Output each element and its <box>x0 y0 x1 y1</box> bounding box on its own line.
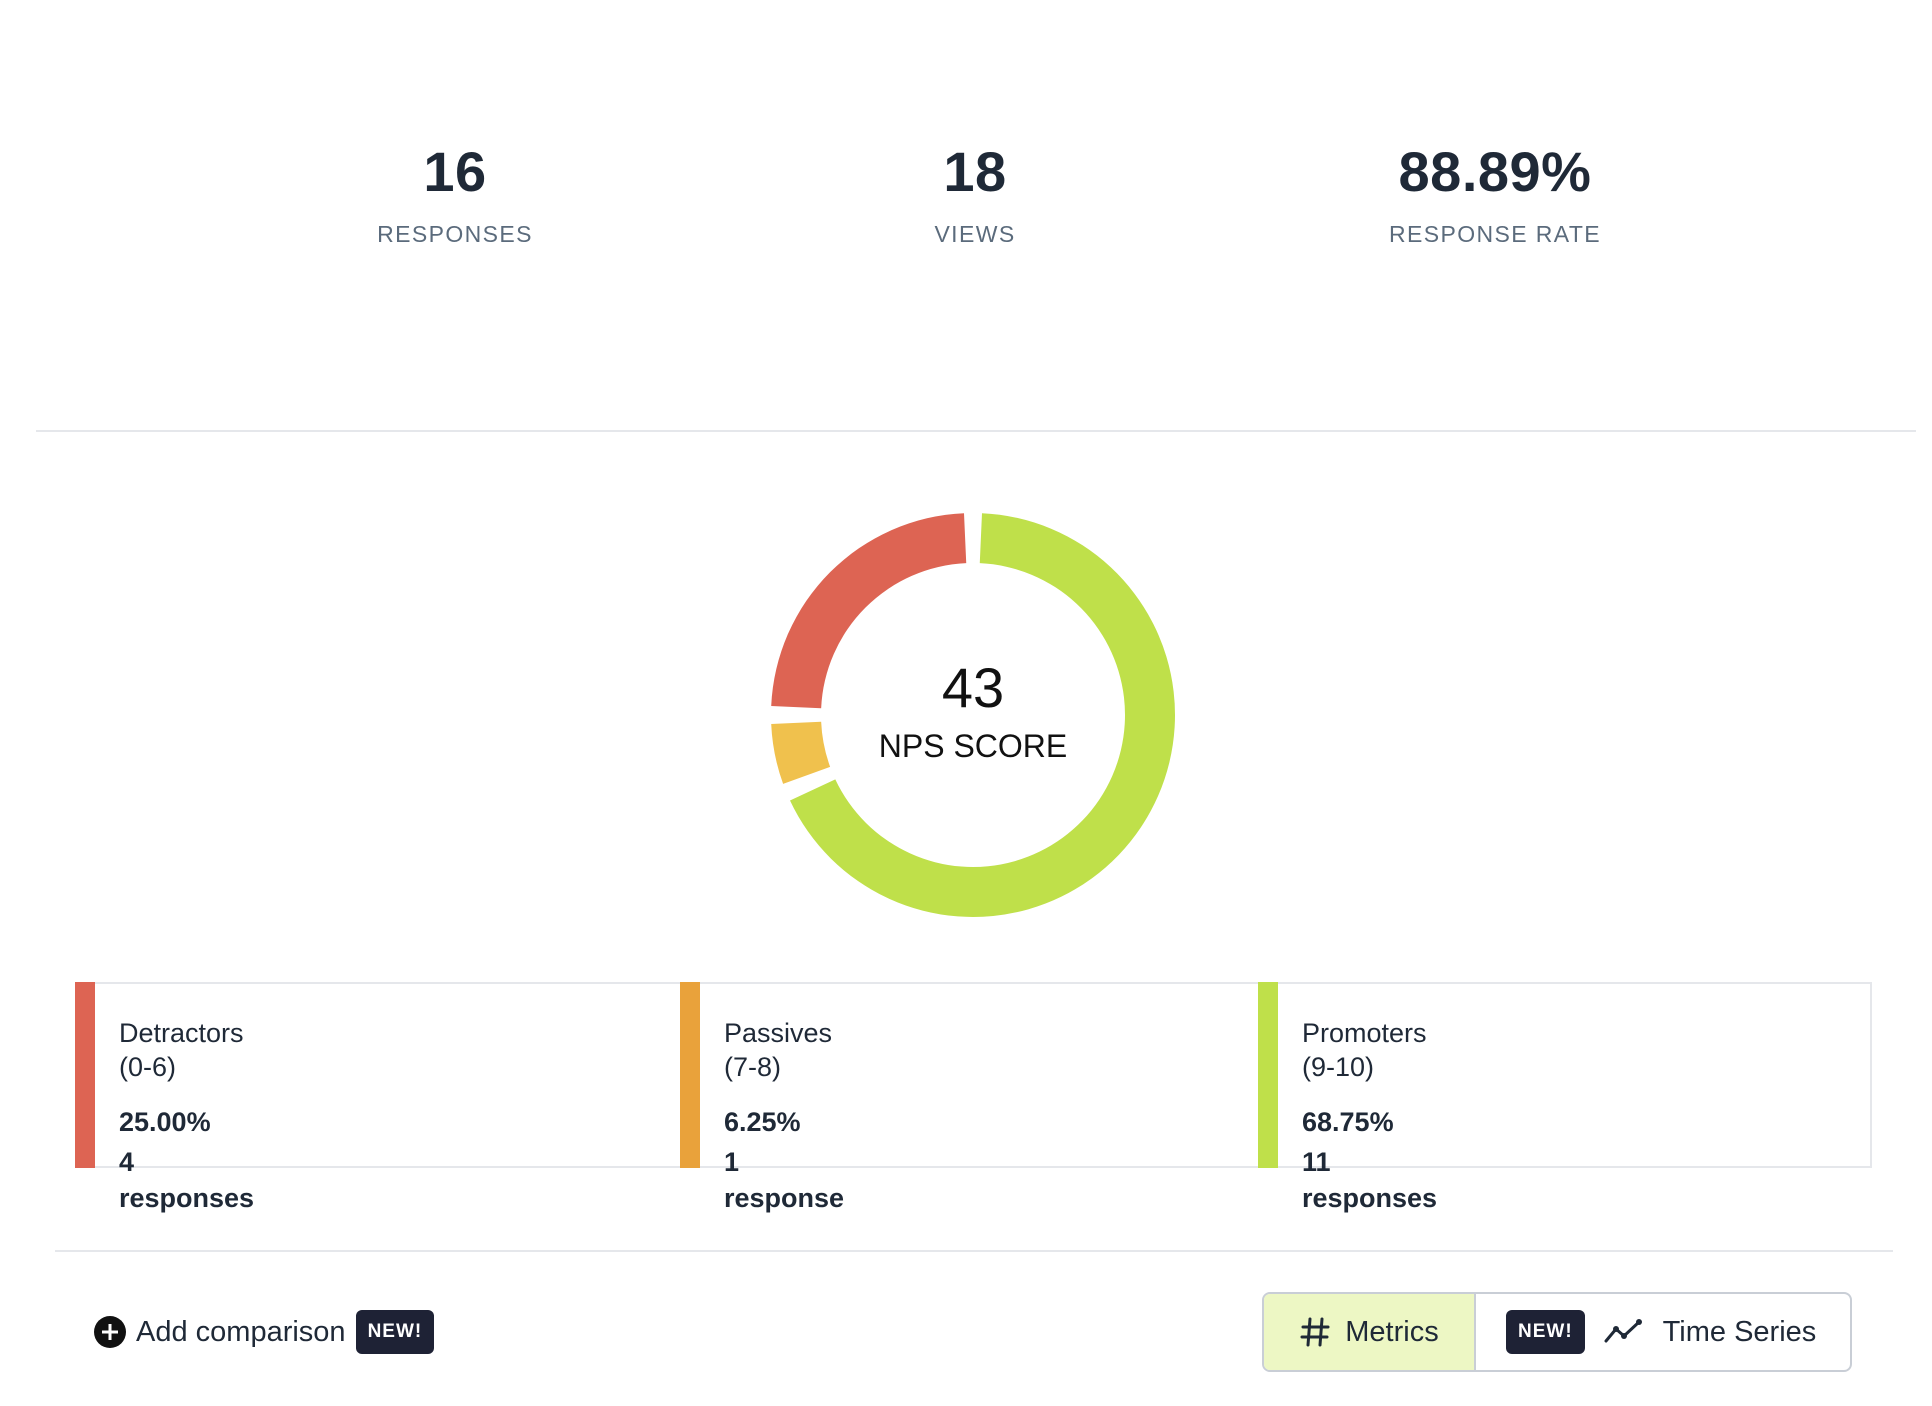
passives-color-bar <box>680 982 700 1168</box>
detractors-count: 4 responses <box>119 1147 255 1213</box>
stat-views: 18 VIEWS <box>765 140 1185 248</box>
response-rate-label: RESPONSE RATE <box>1388 221 1602 247</box>
promoters-title: Promoters (9-10) <box>1302 1018 1427 1082</box>
views-label: VIEWS <box>934 221 1016 247</box>
nps-donut-chart <box>771 513 1175 917</box>
nps-category-cards: Detractors (0-6) 25.00% 4 responses Pass… <box>75 982 1872 1213</box>
hash-icon <box>1300 1317 1330 1347</box>
time-series-label: Time Series <box>1662 1315 1817 1348</box>
responses-label: RESPONSES <box>377 221 533 247</box>
stat-response-rate: 88.89% RESPONSE RATE <box>1285 140 1705 248</box>
new-badge: NEW! <box>1506 1310 1585 1354</box>
responses-value: 16 <box>423 140 487 203</box>
passives-slice <box>771 721 831 784</box>
stat-responses: 16 RESPONSES <box>245 140 665 248</box>
metrics-view-button[interactable]: Metrics <box>1264 1294 1476 1370</box>
section-divider <box>36 430 1916 432</box>
detractors-title: Detractors (0-6) <box>119 1018 244 1082</box>
trend-line-icon <box>1604 1319 1642 1343</box>
metrics-label: Metrics <box>1345 1315 1439 1348</box>
new-badge: NEW! <box>355 1310 435 1354</box>
passives-count: 1 response <box>724 1147 845 1213</box>
promoters-percent: 68.75% <box>1302 1107 1394 1137</box>
promoters-color-bar <box>1258 982 1278 1168</box>
response-rate-value: 88.89% <box>1398 140 1592 203</box>
passives-title: Passives (7-8) <box>724 1018 833 1082</box>
plus-circle-icon <box>94 1316 126 1348</box>
time-series-view-button[interactable]: NEW! Time Series <box>1476 1294 1850 1370</box>
section-divider-bottom <box>55 1250 1893 1252</box>
promoters-count: 11 responses <box>1302 1147 1438 1213</box>
detractors-slice <box>771 513 967 709</box>
passives-percent: 6.25% <box>724 1107 801 1137</box>
detractors-color-bar <box>75 982 95 1168</box>
add-comparison-label: Add comparison <box>136 1315 346 1348</box>
views-value: 18 <box>943 140 1007 203</box>
view-toggle: Metrics NEW! Time Series <box>1262 1292 1852 1372</box>
detractors-percent: 25.00% <box>119 1107 211 1137</box>
add-comparison-button[interactable]: Add comparison NEW! <box>94 1310 435 1354</box>
